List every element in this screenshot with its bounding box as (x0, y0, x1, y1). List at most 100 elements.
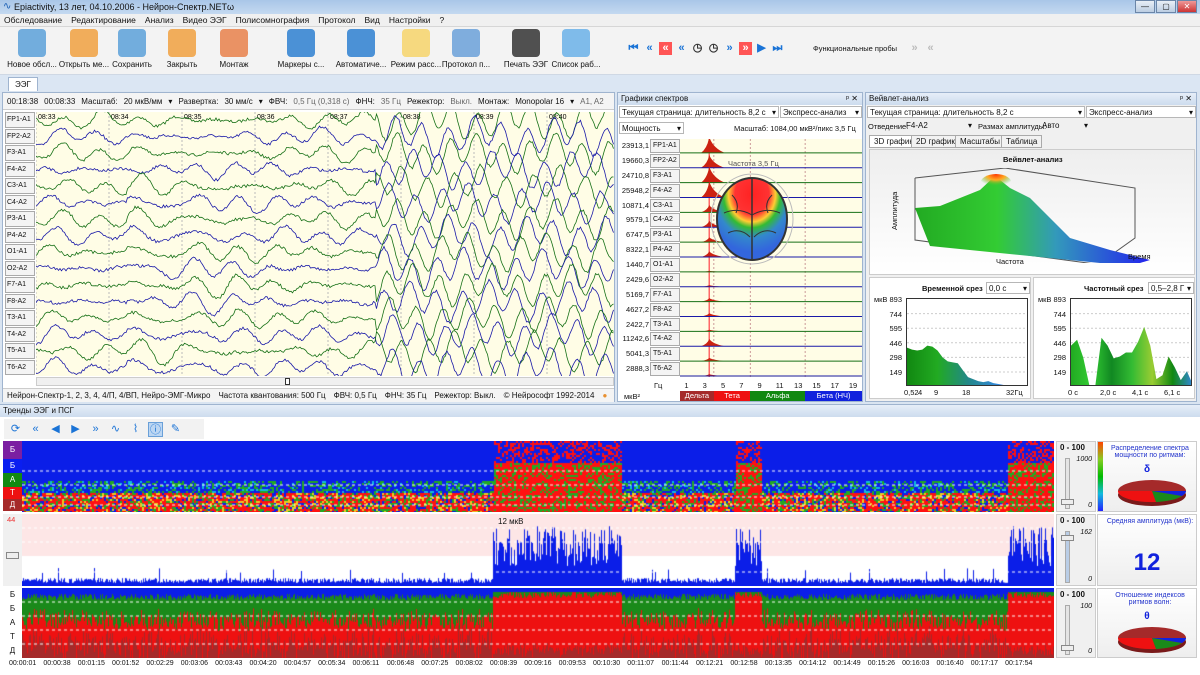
band-spectrogram[interactable] (22, 441, 1054, 512)
channel-label[interactable]: F8-A2 (5, 294, 35, 310)
channel-label[interactable]: C3-A1 (5, 178, 35, 194)
wavelet-tab[interactable]: 2D график (911, 135, 960, 148)
lpf-select[interactable]: 35 Гц (381, 97, 401, 106)
eeg-scrollbar[interactable] (36, 377, 614, 386)
freq-slice-select[interactable]: 0,5–2,8 Г (1148, 282, 1194, 294)
toolbar-button-10[interactable]: Список раб... (550, 29, 602, 73)
amplitude-slider[interactable]: 44 (3, 514, 22, 586)
first-icon[interactable]: ⏮ (627, 42, 640, 55)
wavelet-page-select[interactable]: Текущая страница: длительность 8,2 с (867, 106, 1085, 118)
forward-icon[interactable]: » (723, 42, 736, 55)
wavelet-tab[interactable]: Масштабы (955, 135, 1005, 148)
menu-item[interactable]: Редактирование (71, 15, 136, 25)
amplitude-select[interactable]: Авто (1040, 120, 1090, 132)
menu-item[interactable]: Протокол (318, 15, 355, 25)
channel-label[interactable]: F4-A2 (5, 162, 35, 178)
wave-trend-icon[interactable]: ∿ (108, 422, 123, 437)
fast-forward-icon[interactable]: » (88, 422, 103, 437)
toolbar-button-0[interactable]: Новое обсл... (6, 29, 58, 73)
functional-tests-label[interactable]: Функциональные пробы (813, 44, 897, 53)
last-icon[interactable]: ⏭ (771, 42, 784, 55)
measure-select[interactable]: Мощность (619, 122, 684, 134)
toolbar-button-8[interactable]: Протокол п... (440, 29, 492, 73)
prev-test-icon[interactable]: « (924, 42, 937, 55)
toolbar-button-4[interactable]: Монтаж (208, 29, 260, 73)
toolbar-button-9[interactable]: Печать ЭЭГ (500, 29, 552, 73)
menu-item[interactable]: Видео ЭЭГ (183, 15, 227, 25)
refresh-icon[interactable]: ⟳ (8, 422, 23, 437)
minimize-button[interactable]: — (1135, 0, 1155, 13)
timer-icon[interactable]: ◷ (707, 42, 720, 55)
close-button[interactable]: ✕ (1177, 0, 1197, 13)
menu-item[interactable]: ? (440, 15, 445, 25)
eeg-traces[interactable]: 08:3308:3408:3508:3608:3708:3808:3908:40… (36, 112, 614, 376)
tab-eeg[interactable]: ЭЭГ (8, 77, 38, 91)
toolbar-button-5[interactable]: Маркеры с... (275, 29, 327, 73)
wavelet-tab[interactable]: Таблица (1001, 135, 1042, 148)
next-icon[interactable]: ▶ (68, 422, 83, 437)
range-slider-3[interactable]: 0 - 1001000 (1056, 588, 1096, 658)
pin-close-icons[interactable]: ᵖ ✕ (1180, 93, 1192, 105)
menu-item[interactable]: Анализ (145, 15, 174, 25)
trend-time-tick: 00:09:16 (524, 660, 551, 667)
toolbar-button-3[interactable]: Закрыть (156, 29, 208, 73)
menu-item[interactable]: Обследование (4, 15, 62, 25)
forward-red-icon[interactable]: » (739, 42, 752, 55)
info-icon[interactable]: ⓘ (148, 422, 163, 437)
fast-back-icon[interactable]: « (28, 422, 43, 437)
scale-select[interactable]: 20 мкВ/мм (124, 97, 163, 106)
toolbar-button-2[interactable]: Сохранить (106, 29, 158, 73)
channel-label[interactable]: F3-A1 (5, 145, 35, 161)
channel-label[interactable]: T6-A2 (5, 360, 35, 376)
spectra-page-select[interactable]: Текущая страница: длительность 8,2 с (619, 106, 779, 118)
notch-select[interactable]: Выкл. (450, 97, 472, 106)
channel-label[interactable]: O2-A2 (5, 261, 35, 277)
toolbar-button-1[interactable]: Открыть ме... (58, 29, 110, 73)
settings-icon[interactable]: ✎ (168, 422, 183, 437)
spectra-mode-select[interactable]: Экспресс-анализ (780, 106, 862, 118)
channel-label[interactable]: T5-A1 (5, 343, 35, 359)
montage-select[interactable]: Monopolar 16 (515, 97, 564, 106)
menu-item[interactable]: Настройки (389, 15, 431, 25)
range-slider-2[interactable]: 0 - 1001620 (1056, 514, 1096, 586)
back-red-icon[interactable]: « (659, 42, 672, 55)
channel-label[interactable]: FP1-A1 (5, 112, 35, 128)
sweep-select[interactable]: 30 мм/с (224, 97, 252, 106)
channel-label[interactable]: F7-A1 (5, 277, 35, 293)
pin-close-icons[interactable]: ᵖ ✕ (846, 93, 858, 105)
toolbar-button-7[interactable]: Режим расс... (390, 29, 442, 73)
lead-select[interactable]: F4-A2 (904, 120, 974, 132)
signal-icon[interactable]: ⌇ (128, 422, 143, 437)
channel-label[interactable]: C4-A2 (5, 195, 35, 211)
status-bar: Нейрон-Спектр-1, 2, 3, 4, 4/П, 4/ВП, Ней… (3, 388, 614, 402)
prev-icon[interactable]: ◀ (48, 422, 63, 437)
next-test-icon[interactable]: » (908, 42, 921, 55)
channel-label[interactable]: P4-A2 (5, 228, 35, 244)
y-tick: 744 (889, 310, 902, 319)
amplitude-trend[interactable] (22, 514, 1054, 586)
time-slice-select[interactable]: 0,0 с (986, 282, 1030, 294)
fast-back-icon[interactable]: « (643, 42, 656, 55)
channel-label[interactable]: FP2-A2 (5, 129, 35, 145)
toolbar-button-6[interactable]: Автоматиче... (335, 29, 387, 73)
slider-thumb[interactable] (1061, 499, 1074, 505)
slider-thumb[interactable] (1061, 645, 1074, 651)
menu-item[interactable]: Полисомнография (236, 15, 310, 25)
back-icon[interactable]: « (675, 42, 688, 55)
maximize-button[interactable]: ▢ (1156, 0, 1176, 13)
slider-thumb[interactable] (1061, 535, 1074, 541)
reference-select[interactable]: A1, A2 (580, 97, 604, 106)
scroll-thumb[interactable] (285, 378, 290, 385)
menu-item[interactable]: Вид (364, 15, 379, 25)
channel-label[interactable]: T3-A1 (5, 310, 35, 326)
channel-label[interactable]: P3-A1 (5, 211, 35, 227)
ratio-trend[interactable] (22, 588, 1054, 658)
channel-label[interactable]: T4-A2 (5, 327, 35, 343)
hpf-select[interactable]: 0,5 Гц (0,318 с) (293, 97, 349, 106)
wavelet-mode-select[interactable]: Экспресс-анализ (1086, 106, 1196, 118)
channel-label[interactable]: O1-A1 (5, 244, 35, 260)
slider-thumb[interactable] (6, 552, 19, 559)
next-icon[interactable]: ▶ (755, 42, 768, 55)
range-slider-1[interactable]: 0 - 10010000 (1056, 441, 1096, 512)
timer-icon[interactable]: ◷ (691, 42, 704, 55)
